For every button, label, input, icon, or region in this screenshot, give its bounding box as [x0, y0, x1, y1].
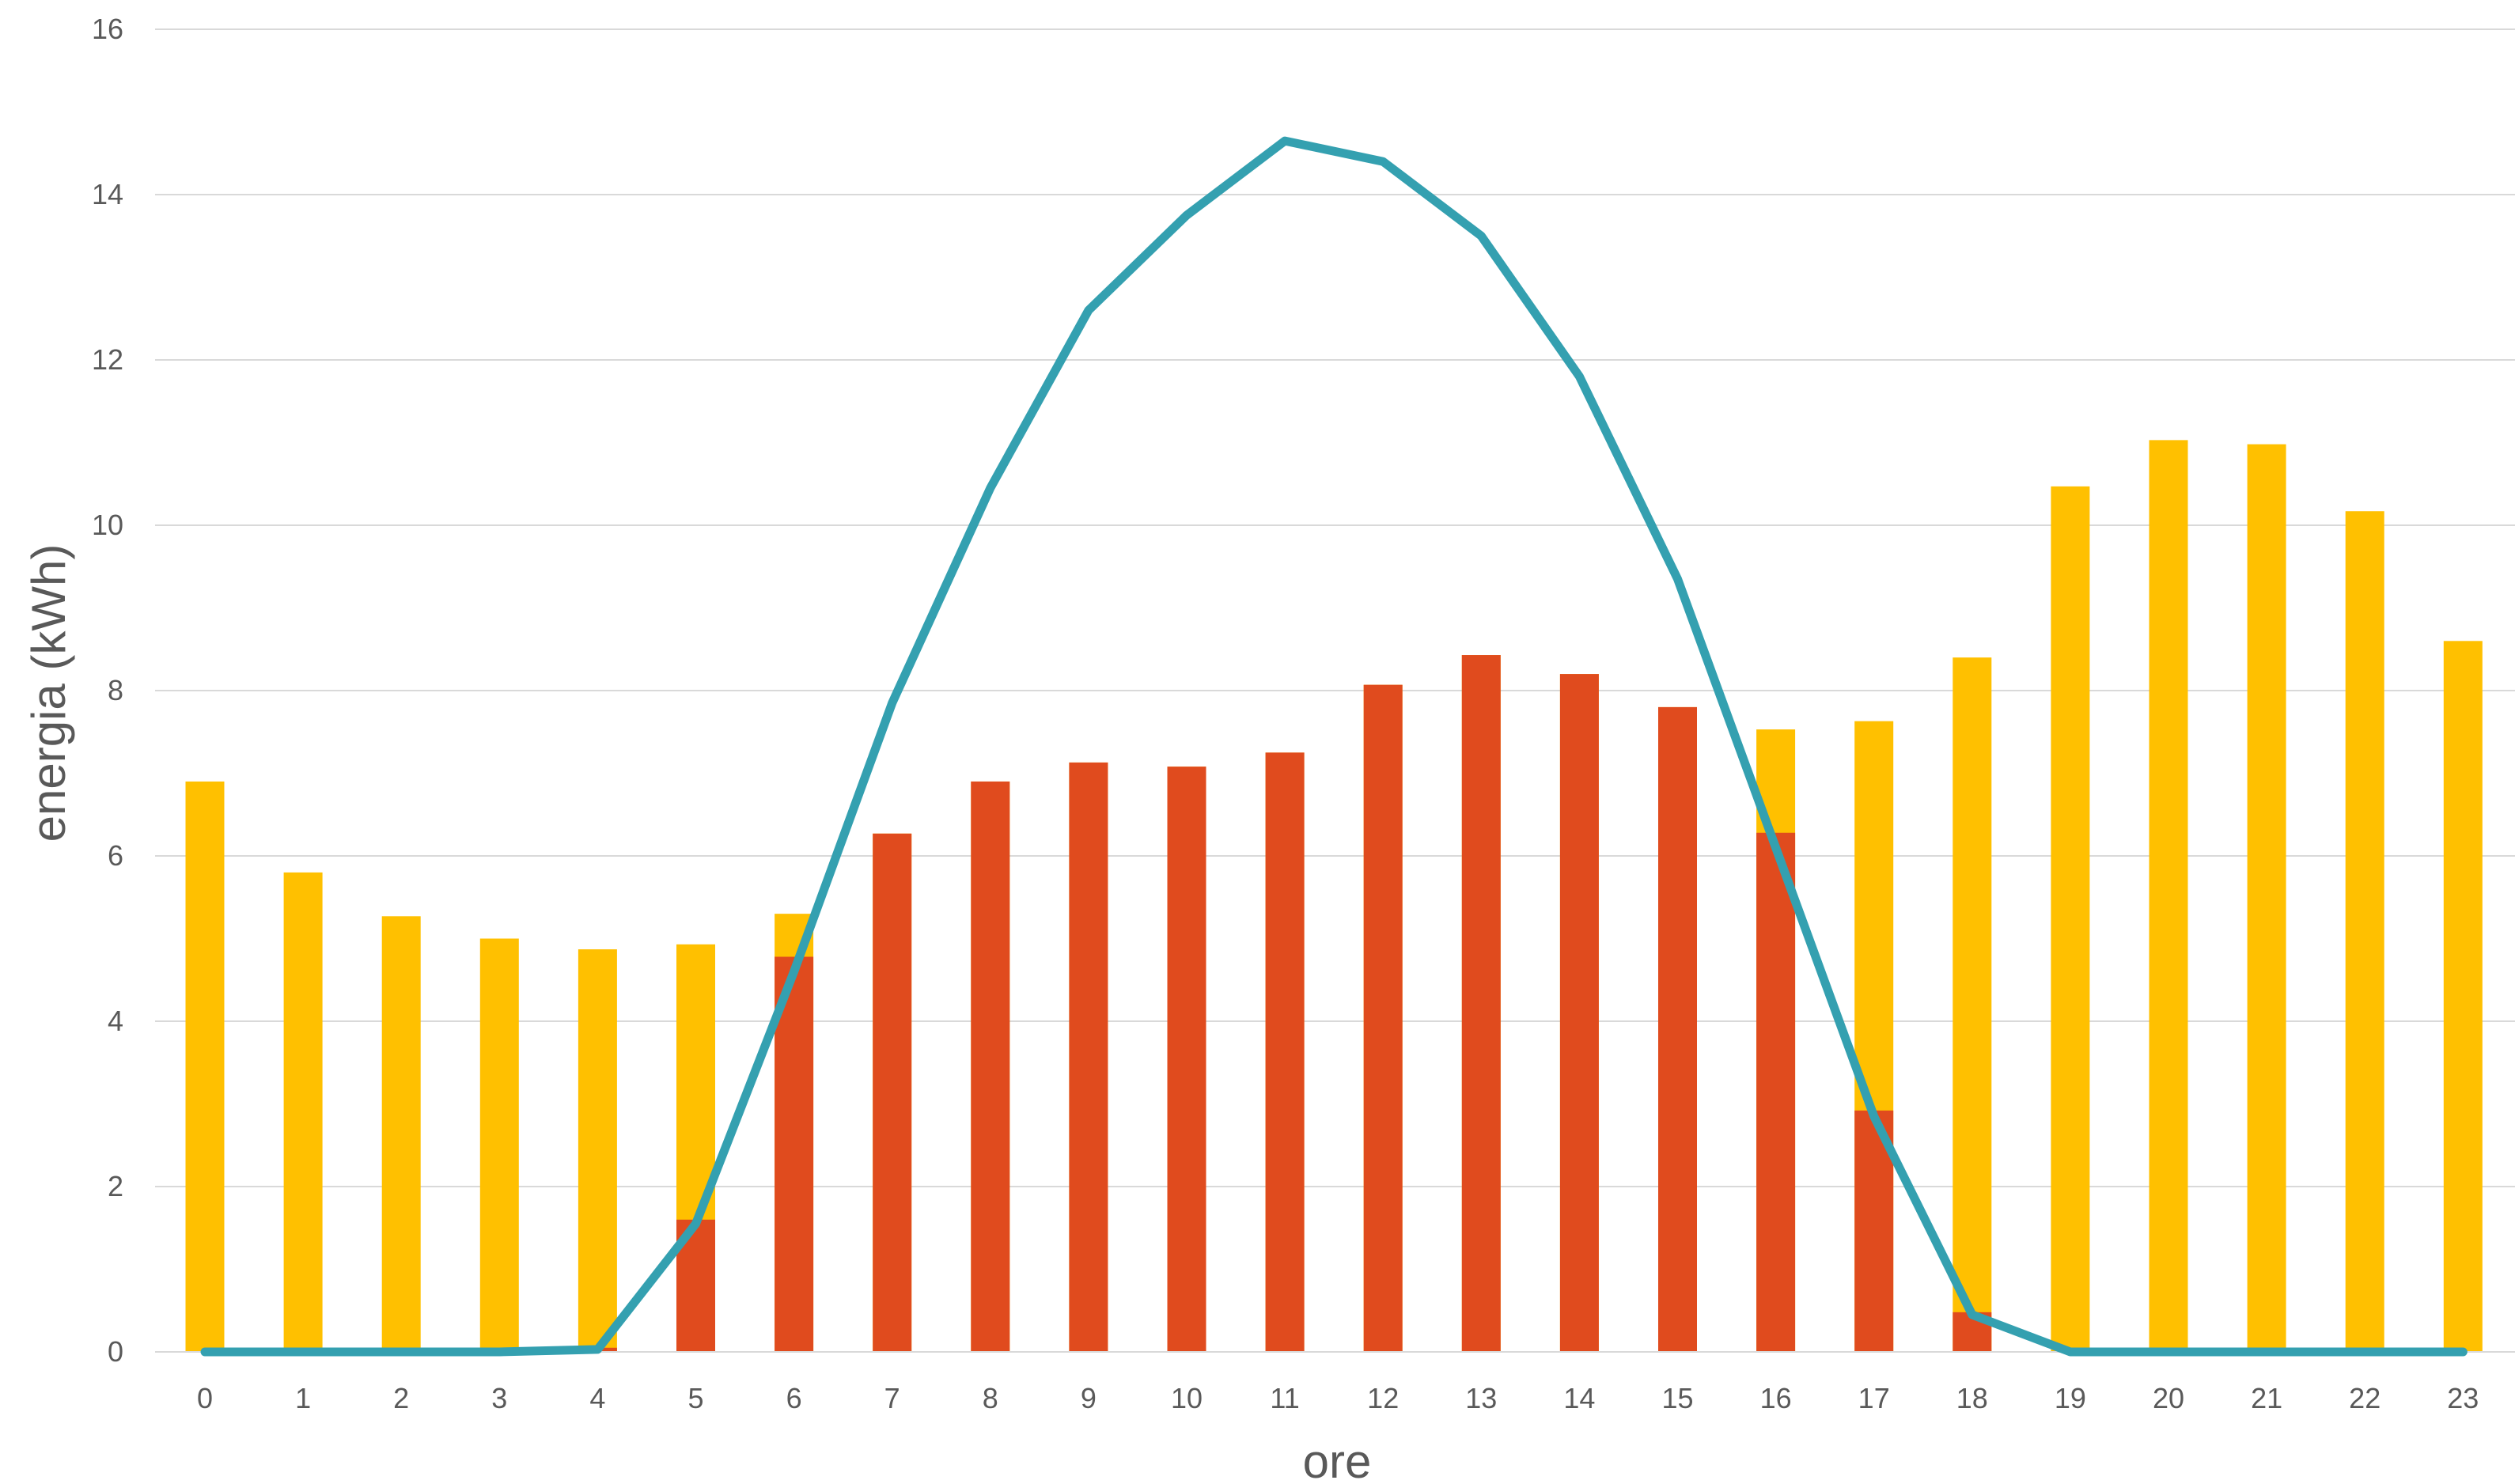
bar-overlay-13 — [1461, 655, 1501, 1352]
bar-overlay-9 — [1069, 762, 1108, 1352]
x-tick-label: 10 — [1171, 1382, 1203, 1414]
bar-total-3 — [479, 938, 519, 1352]
x-tick-label: 4 — [589, 1382, 605, 1414]
x-axis-label: ore — [1303, 1435, 1372, 1484]
gridlines — [155, 28, 2515, 1187]
x-tick-label: 7 — [884, 1382, 900, 1414]
x-tick-label: 18 — [1956, 1382, 1988, 1414]
y-axis-ticks: 0 2 4 6 8 10 12 14 16 — [92, 13, 123, 1368]
x-tick-label: 17 — [1858, 1382, 1890, 1414]
bar-total-18 — [1953, 657, 1992, 1352]
x-tick-label: 11 — [1270, 1382, 1299, 1414]
y-tick-label: 8 — [108, 674, 123, 706]
overlay-bars — [578, 655, 1992, 1352]
bar-overlay-15 — [1658, 706, 1697, 1352]
y-tick-label: 16 — [92, 13, 123, 45]
x-tick-label: 21 — [2251, 1382, 2282, 1414]
x-tick-label: 6 — [786, 1382, 802, 1414]
x-tick-label: 9 — [1081, 1382, 1097, 1414]
bar-total-0 — [185, 781, 225, 1352]
x-tick-label: 22 — [2349, 1382, 2381, 1414]
bar-overlay-8 — [971, 781, 1010, 1352]
y-tick-label: 10 — [92, 509, 123, 541]
y-tick-label: 4 — [108, 1005, 123, 1037]
bar-total-19 — [2051, 486, 2090, 1352]
bar-overlay-11 — [1265, 752, 1305, 1352]
x-tick-label: 23 — [2447, 1382, 2479, 1414]
x-tick-label: 20 — [2153, 1382, 2184, 1414]
y-tick-label: 2 — [108, 1170, 123, 1202]
bar-total-1 — [283, 872, 323, 1352]
y-tick-label: 14 — [92, 178, 123, 210]
y-tick-label: 12 — [92, 343, 123, 376]
y-tick-label: 0 — [108, 1335, 123, 1368]
x-tick-label: 14 — [1563, 1382, 1595, 1414]
bar-overlay-14 — [1559, 674, 1599, 1352]
bar-overlay-16 — [1756, 832, 1796, 1352]
bar-total-22 — [2345, 511, 2384, 1352]
x-tick-label: 3 — [491, 1382, 507, 1414]
bar-total-4 — [578, 949, 617, 1352]
x-tick-label: 5 — [687, 1382, 703, 1414]
bar-overlay-7 — [873, 833, 912, 1352]
x-tick-label: 2 — [393, 1382, 409, 1414]
bar-overlay-12 — [1363, 684, 1403, 1352]
x-tick-label: 12 — [1367, 1382, 1399, 1414]
x-axis-ticks: 0 1 2 3 4 5 6 7 8 9 10 11 12 13 14 15 16 17 18 19 20 21 22 23 — [197, 1382, 2479, 1414]
x-tick-label: 16 — [1760, 1382, 1792, 1414]
total-bars — [185, 440, 2483, 1352]
x-tick-label: 8 — [983, 1382, 998, 1414]
y-axis-label: energia (kWh) — [22, 544, 75, 842]
x-tick-label: 15 — [1661, 1382, 1693, 1414]
line-series-path — [200, 136, 2468, 1357]
y-tick-label: 6 — [108, 839, 123, 872]
bar-overlay-6 — [775, 956, 814, 1352]
bar-total-2 — [381, 916, 421, 1352]
bar-total-20 — [2149, 440, 2188, 1352]
line-series — [200, 136, 2468, 1357]
x-tick-label: 0 — [197, 1382, 213, 1414]
bar-overlay-10 — [1167, 767, 1206, 1352]
bar-total-21 — [2247, 444, 2286, 1352]
bar-total-23 — [2443, 641, 2483, 1352]
x-tick-label: 1 — [295, 1382, 311, 1414]
x-tick-label: 19 — [2055, 1382, 2086, 1414]
x-tick-label: 13 — [1465, 1382, 1497, 1414]
